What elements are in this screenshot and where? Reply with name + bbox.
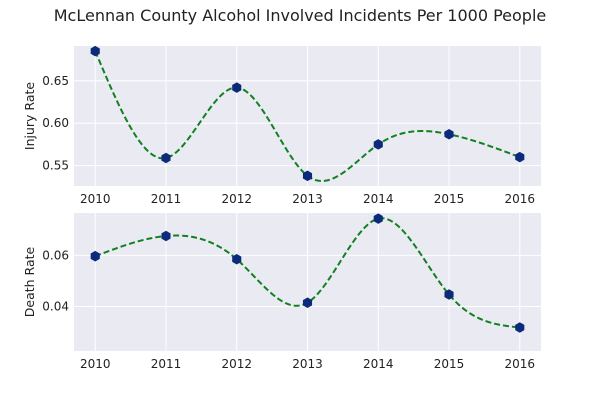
x-tick-label: 2012 [221, 357, 252, 371]
data-point [373, 139, 383, 150]
x-tick-label: 2010 [80, 192, 111, 206]
data-point [373, 213, 383, 224]
y-axis-label: Injury Rate [22, 82, 37, 150]
data-point [302, 170, 313, 182]
x-tick-label: 2011 [151, 192, 182, 206]
data-point [90, 250, 100, 262]
x-tick-label: 2013 [292, 192, 323, 206]
y-tick-label: 0.55 [42, 159, 69, 173]
x-tick-label: 2014 [363, 357, 394, 371]
y-tick-label: 0.04 [42, 300, 69, 314]
x-tick-label: 2011 [151, 357, 182, 371]
y-tick-label: 0.06 [42, 248, 69, 262]
data-point [232, 253, 242, 265]
y-tick-label: 0.65 [42, 74, 69, 88]
x-tick-label: 2012 [221, 192, 252, 206]
x-tick-label: 2014 [363, 192, 394, 206]
panel-2: 2010 2011 2012 2013 2014 2015 2016 0.04 0.06 Deat… [22, 213, 541, 371]
y-tick-label: 0.60 [42, 116, 69, 130]
x-tick-label: 2016 [504, 192, 535, 206]
x-tick-label: 2015 [434, 192, 465, 206]
x-tick-label: 2013 [292, 357, 323, 371]
x-tick-label: 2015 [434, 357, 465, 371]
data-point [515, 322, 525, 333]
data-point [515, 151, 525, 163]
data-point [302, 297, 313, 308]
panel-1: 2010 2011 2012 2013 2014 2015 2016 0.55 0.60 0.65… [22, 45, 541, 206]
data-point [444, 289, 454, 300]
data-point [444, 128, 454, 140]
data-point [232, 82, 242, 93]
x-tick-label: 2010 [80, 357, 111, 371]
data-point [161, 152, 171, 164]
chart-title: McLennan County Alcohol Involved Inciden… [54, 6, 547, 25]
y-axis-label: Death Rate [22, 246, 37, 317]
x-tick-label: 2016 [504, 357, 535, 371]
data-point [161, 230, 171, 242]
data-point [90, 45, 100, 57]
